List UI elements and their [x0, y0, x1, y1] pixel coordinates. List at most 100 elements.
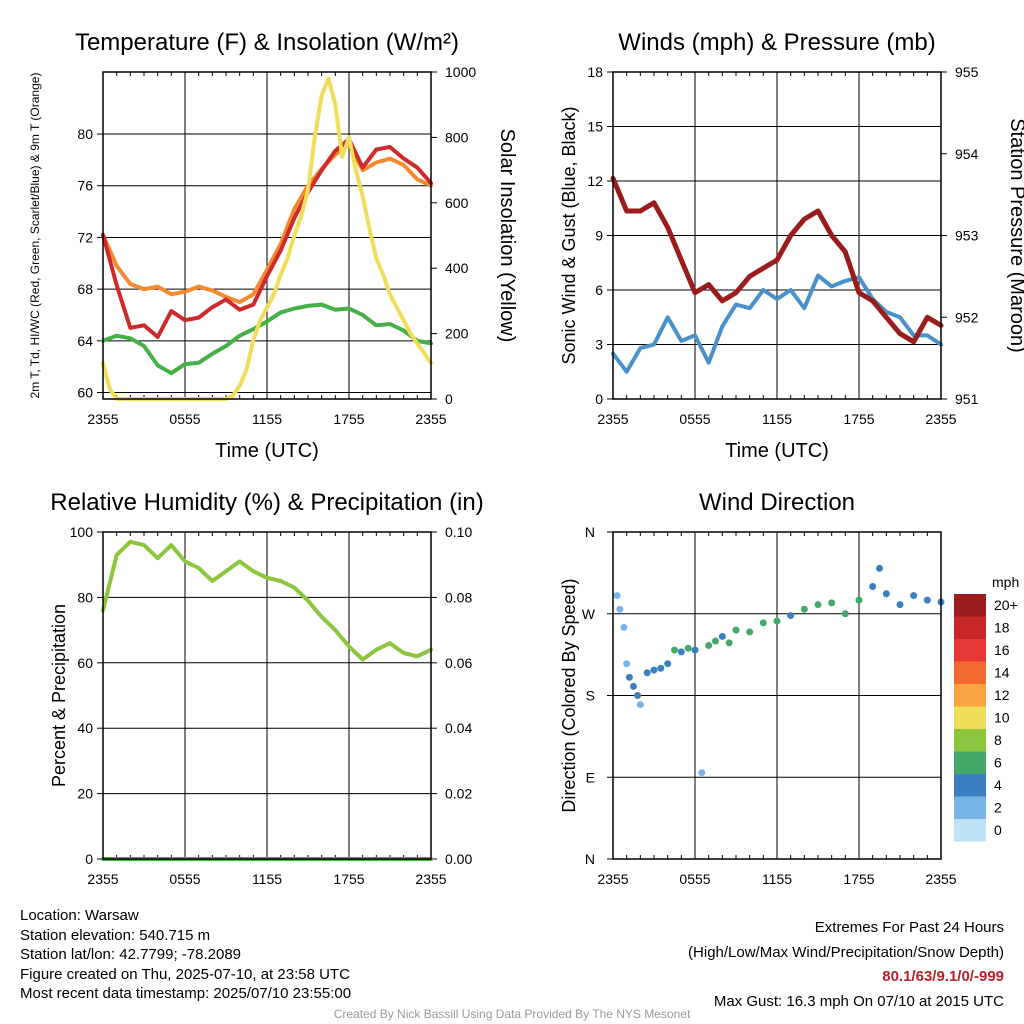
x-tick-label: 2355	[597, 871, 628, 887]
x-axis-label: Time (UTC)	[725, 440, 829, 462]
legend-label: 18	[994, 620, 1010, 636]
x-tick-label: 1155	[762, 411, 792, 427]
y-right-tick-label: 400	[445, 260, 469, 276]
y-tick-label: 6	[595, 282, 603, 298]
panel-2: Winds (mph) & Pressure (mb) 2355 0555 1155 1…	[559, 29, 1024, 462]
credit-text: Created By Nick Bassill Using Data Provi…	[333, 1007, 691, 1021]
y-right-tick-label: 0.10	[445, 524, 472, 540]
legend-title: mph	[992, 574, 1019, 590]
y-tick-label: 64	[77, 333, 93, 349]
x-tick-label: 0555	[169, 411, 200, 427]
scatter-point	[746, 628, 754, 636]
x-tick-label: 1755	[843, 871, 874, 887]
scatter-point	[855, 596, 863, 604]
extremes-subheading: (High/Low/Max Wind/Precipitation/Snow De…	[688, 943, 1004, 961]
y-tick-label: 12	[587, 173, 603, 189]
scatter-point	[712, 637, 719, 645]
y-tick-label: 9	[595, 228, 603, 244]
legend-label: 0	[994, 822, 1002, 838]
y-right-tick-label: 954	[955, 146, 979, 162]
series-line-1	[101, 142, 433, 305]
legend-label: 6	[994, 755, 1002, 771]
x-tick-label: 0555	[169, 871, 200, 887]
y-tick-label: 80	[77, 126, 93, 142]
x-tick-label: 1755	[843, 411, 874, 427]
y-tick-label: 0	[85, 851, 93, 867]
scatter-point	[773, 617, 781, 625]
y-tick-label: E	[586, 769, 595, 785]
scatter-point	[634, 692, 642, 699]
x-tick-label: 2355	[415, 871, 446, 887]
scatter-point	[800, 605, 808, 613]
legend-swatch	[954, 661, 986, 684]
series-line-2	[610, 175, 944, 345]
scatter-point	[698, 769, 706, 777]
x-tick-label: 1155	[252, 411, 282, 427]
x-tick-label: 1755	[333, 411, 364, 427]
y-tick-label: 3	[595, 337, 603, 353]
y-tick-label: 76	[77, 178, 93, 194]
legend-label: 12	[994, 687, 1010, 703]
location-text: Location: Warsaw	[20, 907, 139, 924]
x-axis-label: Time (UTC)	[215, 440, 319, 462]
legend-swatch	[954, 639, 986, 662]
legend-label: 8	[994, 732, 1002, 748]
y-right-tick-label: 0.00	[445, 851, 472, 867]
legend-swatch	[954, 616, 986, 639]
scatter-point	[684, 644, 692, 652]
x-tick-label: 1155	[762, 871, 792, 887]
plot-frame	[612, 531, 942, 860]
scatter-point	[664, 660, 672, 668]
scatter-point	[787, 612, 795, 620]
series-line-1	[611, 273, 943, 374]
legend-swatch	[954, 684, 986, 707]
scatter-point	[630, 682, 637, 690]
max-gust-text: Max Gust: 16.3 mph On 07/10 at 2015 UTC	[713, 992, 1004, 1010]
scatter-point	[882, 590, 890, 598]
scatter-point	[636, 701, 644, 709]
plot-frame	[102, 71, 432, 400]
legend-swatch	[954, 594, 986, 617]
y-tick-label: 60	[77, 385, 93, 401]
scatter-point	[671, 646, 678, 654]
legend-swatch	[954, 796, 986, 819]
scatter-point	[650, 666, 658, 674]
latlon-text: Station lat/lon: 42.7799; -78.2089	[20, 946, 242, 963]
legend-label: 16	[994, 642, 1010, 658]
y-tick-label: 15	[587, 119, 603, 135]
scatter-point	[814, 601, 822, 609]
scatter-point	[841, 610, 849, 618]
scatter-point	[677, 648, 685, 656]
y-right-tick-label: 951	[955, 391, 979, 407]
station-info: Location: Warsaw Station elevation: 540.…	[20, 906, 351, 1004]
scatter-point	[691, 646, 699, 654]
legend-label: 2	[994, 800, 1002, 816]
legend-swatch	[954, 819, 986, 842]
y-axis-label: 2m T, Td, HI/WC (Red, Green, Scarlet/Blu…	[28, 73, 42, 399]
y-tick-label: 0	[595, 391, 603, 407]
scatter-point	[725, 639, 733, 647]
y-tick-label: 68	[77, 281, 93, 297]
scatter-point	[623, 660, 631, 668]
y-tick-label: 80	[77, 589, 93, 605]
y-tick-label: 100	[70, 524, 94, 540]
y-tick-label: 20	[77, 786, 93, 802]
legend-label: 4	[994, 777, 1002, 793]
y-right-tick-label: 955	[955, 64, 979, 80]
extremes-box: Extremes For Past 24 Hours (High/Low/Max…	[688, 916, 1004, 1014]
legend-label: 10	[994, 710, 1010, 726]
y-right-axis-label: Solar Insolation (Yellow)	[496, 129, 518, 343]
scatter-point	[876, 564, 883, 572]
y-tick-label: 18	[587, 64, 603, 80]
panel-1: Temperature (F) & Insolation (W/m²) 2355 0…	[28, 29, 518, 462]
legend-label: 14	[994, 665, 1010, 681]
x-tick-label: 2355	[925, 871, 956, 887]
series-line-2	[101, 137, 433, 339]
scatter-point	[705, 642, 713, 650]
legend-swatch	[954, 774, 986, 797]
y-right-tick-label: 0.04	[445, 720, 472, 736]
y-right-tick-label: 800	[445, 129, 469, 145]
created-text: Figure created on Thu, 2025-07-10, at 23…	[20, 965, 350, 983]
panel-title: Winds (mph) & Pressure (mb)	[618, 29, 935, 56]
scatter-point	[923, 596, 931, 604]
